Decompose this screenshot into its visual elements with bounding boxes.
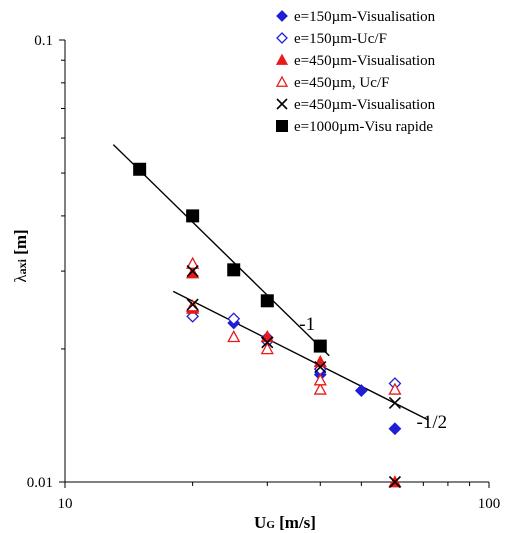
data-point: [186, 298, 199, 311]
data-point: [354, 384, 368, 398]
data-point: [133, 162, 147, 176]
legend-label: e=450µm-Visualisation: [294, 97, 436, 113]
data-point: [186, 256, 200, 269]
data-point: [276, 32, 288, 44]
data-point: [186, 266, 200, 279]
data-point: [275, 53, 289, 65]
legend-label: e=450µm, Uc/F: [294, 75, 389, 91]
data-point: [186, 209, 200, 223]
y-tick-label: 0.1: [34, 33, 53, 49]
x-axis-label: UG [m/s]: [254, 513, 316, 532]
fit-lines: -1 -1/2: [112, 144, 448, 433]
legend-entry: e=150µm-Visualisation: [276, 9, 436, 25]
data-points: [133, 162, 402, 489]
data-point: [313, 373, 327, 386]
y-tick-label: 0.01: [27, 475, 53, 491]
x-tick-label: 100: [478, 496, 501, 512]
data-point: [276, 10, 288, 22]
series: [186, 305, 402, 436]
legend-label: e=150µm-Visualisation: [294, 9, 436, 25]
data-point: [186, 265, 199, 278]
legend: e=150µm-Visualisation e=150µm-Uc/F e=450µm…: [275, 9, 436, 135]
legend-entry: e=1000µm-Visu rapide: [276, 119, 433, 135]
series: [186, 265, 402, 489]
legend-label: e=150µm-Uc/F: [294, 31, 387, 47]
data-point: [388, 475, 402, 489]
x-tick-label: 10: [58, 496, 73, 512]
series: [186, 256, 402, 395]
data-point: [388, 396, 402, 409]
data-point: [388, 382, 402, 395]
fit-line: [172, 290, 429, 421]
legend-entry: e=450µm-Visualisation: [275, 53, 436, 69]
data-point: [227, 312, 241, 326]
data-point: [260, 342, 274, 355]
legend-entry: e=450µm-Visualisation: [276, 97, 436, 113]
data-point: [313, 382, 327, 395]
data-point: [388, 422, 402, 436]
data-point: [227, 263, 241, 277]
fit-line-label: -1/2: [417, 412, 448, 433]
series: [133, 162, 327, 353]
legend-entry: e=450µm, Uc/F: [275, 75, 389, 91]
y-axis-label: λaxi [m]: [11, 229, 30, 282]
legend-label: e=450µm-Visualisation: [294, 53, 436, 69]
data-point: [276, 98, 288, 110]
data-point: [260, 294, 274, 308]
fit-line: [112, 144, 330, 357]
data-point: [261, 336, 274, 349]
fit-line-label: -1: [299, 314, 315, 335]
series: [186, 266, 402, 488]
series: [186, 309, 402, 390]
data-point: [313, 354, 327, 368]
data-point: [275, 75, 289, 87]
data-point: [313, 339, 327, 353]
data-point: [227, 329, 241, 343]
legend-entry: e=150µm-Uc/F: [276, 31, 387, 47]
legend-label: e=1000µm-Visu rapide: [294, 119, 433, 135]
data-point: [314, 360, 327, 374]
axes: 10 100 0.01 0.1 UG [m/s] λaxi [m]: [11, 33, 500, 532]
data-point: [276, 120, 288, 132]
